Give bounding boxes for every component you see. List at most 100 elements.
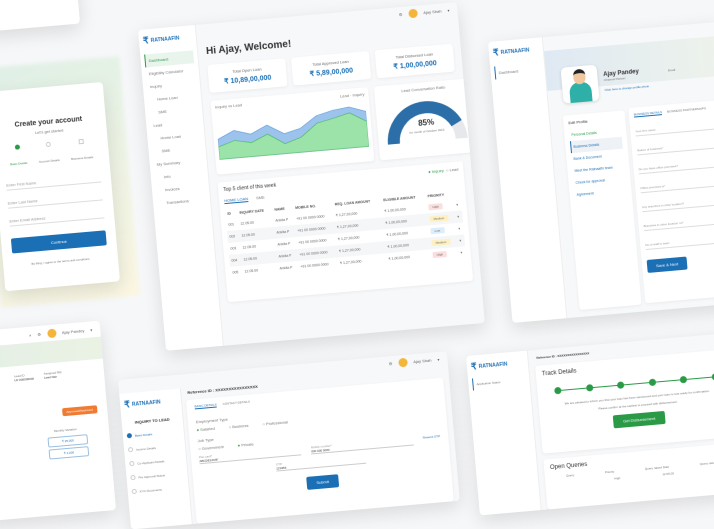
query-column-header: Priority bbox=[605, 470, 615, 475]
sidebar-item[interactable]: Transactions bbox=[157, 193, 207, 210]
table-cell: 12.05.00 bbox=[242, 263, 278, 278]
inquiry-step[interactable]: Basic Details bbox=[127, 429, 180, 439]
priority-badge: Medium bbox=[431, 239, 450, 247]
inquiry-step[interactable]: Income Details bbox=[128, 443, 181, 453]
amount-input[interactable]: ₹ 1,000 bbox=[49, 446, 90, 459]
lead-id-value: LD 000000000 bbox=[14, 377, 34, 383]
continue-button[interactable]: Continue bbox=[11, 230, 107, 253]
salaried-radio[interactable]: ● Salaried bbox=[196, 426, 215, 433]
first-name-input[interactable]: Enter First Name bbox=[6, 171, 102, 191]
rupee-logo-icon: ₹ bbox=[493, 47, 500, 58]
row-menu-chevron-icon[interactable]: ▾ bbox=[455, 210, 463, 223]
stat-value: ₹ 10,89,00,000 bbox=[215, 73, 281, 87]
table-cell: 005 bbox=[230, 266, 243, 279]
user-name[interactable]: Ajay Shah bbox=[413, 357, 432, 364]
step-label: Basic Details bbox=[135, 432, 153, 437]
step-label: Income Details bbox=[136, 445, 156, 451]
step: Basic Details bbox=[8, 144, 27, 170]
chevron-down-icon[interactable]: ▾ bbox=[437, 356, 439, 361]
professional-radio[interactable]: ○ Professional bbox=[262, 419, 288, 426]
tab-home-loan[interactable]: HOME LOAN bbox=[224, 196, 248, 204]
inquiry-step[interactable]: KYC Documents bbox=[132, 485, 185, 495]
tab-basic-details[interactable]: BASIC DETAILS bbox=[194, 403, 216, 410]
query-cell: High bbox=[614, 476, 620, 481]
track-step-check-icon bbox=[586, 384, 594, 392]
sidebar-item-application-status[interactable]: Application Status bbox=[472, 374, 526, 391]
terms-link[interactable]: By filing, I agree to the terms and cond… bbox=[13, 255, 108, 267]
business-radio[interactable]: ○ Business bbox=[229, 423, 249, 430]
profile-field[interactable]: Branches in other location no* bbox=[643, 211, 714, 231]
profile-field[interactable]: Nature of business* bbox=[636, 136, 714, 156]
last-name-input[interactable]: Enter Last Name bbox=[7, 188, 103, 208]
profile-field[interactable]: No of staff in team bbox=[645, 230, 714, 250]
avatar[interactable] bbox=[398, 357, 408, 367]
inquiry-step[interactable]: Co-Applicant Details bbox=[129, 457, 182, 467]
table-cell: Ankita P bbox=[277, 261, 299, 275]
step-label: Co-Applicant Details bbox=[137, 459, 164, 465]
step-active-icon bbox=[15, 144, 20, 149]
chevron-down-icon[interactable]: ▾ bbox=[447, 7, 449, 12]
lead-radio[interactable]: ○ Lead bbox=[446, 167, 459, 173]
row-menu-chevron-icon[interactable]: ▾ bbox=[456, 222, 464, 235]
table-cell: High bbox=[430, 247, 459, 261]
chevron-down-icon[interactable]: ▾ bbox=[90, 327, 92, 332]
settings-icon[interactable]: ⚙ bbox=[37, 331, 41, 336]
profile-avatar[interactable] bbox=[561, 65, 600, 104]
track-step-check-icon bbox=[680, 376, 688, 384]
inquiry-step[interactable]: Pre Approval Status bbox=[130, 471, 183, 481]
settings-icon[interactable]: ⚙ bbox=[389, 361, 393, 366]
tab-business-partnerships[interactable]: BUSINESS PARTNERSHIPS bbox=[667, 106, 706, 114]
step-icon bbox=[78, 139, 83, 144]
settings-icon[interactable]: ⚙ bbox=[399, 11, 403, 16]
edit-profile-title: Edit Profile bbox=[568, 116, 620, 126]
submit-button[interactable]: Submit bbox=[306, 474, 339, 490]
step-active-icon bbox=[127, 433, 132, 438]
rm-value: Lead Nair bbox=[44, 374, 62, 380]
query-column-header: Query bbox=[566, 473, 574, 478]
email-input[interactable]: Enter Email Address bbox=[9, 206, 105, 226]
row-menu-chevron-icon[interactable]: ▾ bbox=[458, 246, 466, 259]
profile-field[interactable]: Office premises is* bbox=[640, 174, 714, 194]
profile-field[interactable]: Any branches in other location? bbox=[641, 193, 714, 213]
search-icon[interactable]: ⌕ bbox=[29, 332, 32, 337]
brand-logo: ₹RATNAAFIN bbox=[493, 44, 540, 59]
top-clients-card: Top 5 client of this week ● Inquiry ○ Le… bbox=[218, 161, 474, 302]
query-column-header: Query raised Date bbox=[645, 465, 670, 471]
step-icon bbox=[129, 461, 134, 466]
inquiry-sidebar: ₹RATNAAFIN INQUIRY TO LEAD Basic Details… bbox=[119, 389, 193, 529]
step-icon bbox=[45, 142, 50, 147]
signup-card: Create your account Let's get started Ba… bbox=[0, 82, 120, 291]
row-menu-chevron-icon[interactable]: ▾ bbox=[454, 198, 462, 211]
step-label: Basic Details bbox=[10, 161, 28, 166]
user-name[interactable]: Ajay Pandey bbox=[62, 328, 85, 335]
inquiry-radio[interactable]: ● Inquiry bbox=[428, 168, 444, 174]
sidebar-item-dashboard[interactable]: Dashboard bbox=[494, 63, 541, 80]
change-photo-link[interactable]: Click here to change profile photo bbox=[604, 84, 649, 92]
save-next-button[interactable]: Save & Next bbox=[647, 257, 688, 273]
user-name[interactable]: Ajay Shah bbox=[423, 8, 442, 15]
row-menu-chevron-icon[interactable]: ▾ bbox=[457, 234, 465, 247]
private-radio[interactable]: ● Private bbox=[237, 441, 253, 447]
tab-contact-details[interactable]: CONTACT DETAILS bbox=[222, 400, 250, 407]
government-radio[interactable]: ○ Government bbox=[198, 444, 224, 451]
track-step-check-icon bbox=[649, 379, 657, 387]
table-cell: +91 00 0000 0000 bbox=[298, 257, 339, 272]
get-disbursement-button[interactable]: Get Disbursement bbox=[613, 411, 666, 428]
step: Account Details bbox=[37, 141, 60, 168]
signup-steps: Basic Details Account Details Business D… bbox=[3, 138, 100, 171]
query-cell: 12.05.00 bbox=[662, 471, 674, 476]
step: Business Details bbox=[70, 138, 94, 165]
profile-field[interactable]: Do you have office premises? bbox=[638, 155, 714, 175]
tab-sme[interactable]: SME bbox=[256, 195, 265, 202]
resend-otp-link[interactable]: Resend OTP bbox=[423, 434, 441, 444]
profile-field[interactable]: Your firm name bbox=[635, 117, 714, 137]
avatar[interactable] bbox=[408, 8, 418, 18]
tab-business-details[interactable]: BUSINESS DETAILS bbox=[634, 110, 663, 117]
avatar[interactable] bbox=[47, 328, 57, 338]
